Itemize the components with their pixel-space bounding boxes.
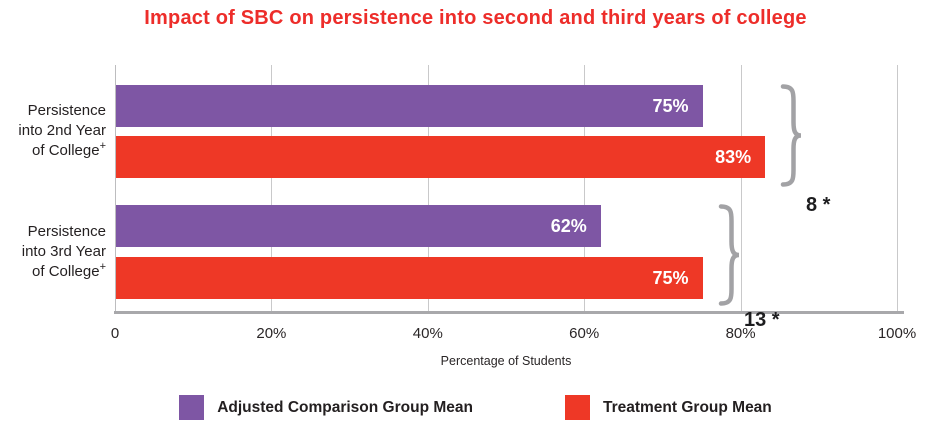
legend-item-comparison: Adjusted Comparison Group Mean [179,395,473,420]
x-tick-label-100%: 100% [877,325,917,342]
category-line: into 2nd Year [18,122,106,139]
bar-value-label: 75% [652,267,689,288]
x-tick-label-0: 0 [110,325,120,342]
brace-group2-icon [718,204,740,306]
legend: Adjusted Comparison Group Mean Treatment… [0,395,951,420]
plot-area: 8 * 13 * Percentage of Students 0 20% 40% 6… [111,65,916,368]
bar-value-label: 75% [652,95,689,116]
bar-value-label: 83% [715,146,752,167]
y-axis-line [115,65,116,311]
legend-item-treatment: Treatment Group Mean [564,395,772,420]
category-line: Persistence [27,102,106,119]
gridline-20% [271,65,273,311]
gridline-40% [427,65,429,311]
brace-group1-icon [780,84,802,187]
category-label-3rd-year: Persistence into 3rd Year of College+ [0,222,106,282]
category-line: Persistence [27,223,106,240]
x-tick-label-20%: 20% [256,325,287,342]
category-line: of College+ [32,140,106,160]
bar-treatment-group1: 83% [116,136,766,178]
category-line: of College+ [32,261,106,281]
legend-swatch-red-icon [564,395,590,420]
gridline-60% [584,65,586,311]
category-label-2nd-year: Persistence into 2nd Year of College+ [0,101,106,161]
x-tick-label-40%: 40% [412,325,443,342]
difference-label-group1: 8 * [806,194,831,216]
bar-comparison-group1: 75% [116,85,703,127]
x-axis-title: Percentage of Students [440,354,572,368]
legend-swatch-purple-icon [179,395,205,420]
gridline-80% [740,65,742,311]
bar-value-label: 62% [550,215,587,236]
gridline-100% [897,65,898,311]
legend-label-treatment: Treatment Group Mean [602,398,772,416]
bar-comparison-group2: 62% [116,205,601,247]
bar-treatment-group2: 75% [116,257,703,299]
superscript-plus: + [99,140,106,152]
x-tick-label-60%: 60% [569,325,600,342]
superscript-plus: + [99,261,106,273]
x-axis-line [114,311,904,314]
difference-label-group2: 13 * [744,309,780,331]
x-tick-label-80%: 80% [725,325,756,342]
chart-title: Impact of SBC on persistence into second… [144,7,807,29]
category-line: into 3rd Year [21,243,106,260]
legend-label-comparison: Adjusted Comparison Group Mean [217,398,473,416]
